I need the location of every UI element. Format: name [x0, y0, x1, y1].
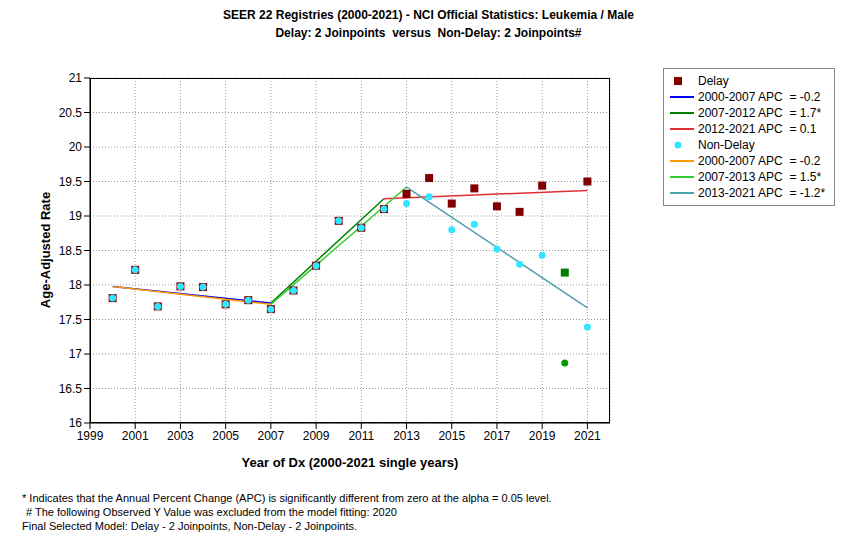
- svg-text:2017: 2017: [484, 429, 511, 443]
- html-text:Final Selected Model: Delay -: Final Selected Model: Delay - 2 Joinpoin…: [22, 520, 358, 532]
- html-text:Age-Adjusted Rate: Age-Adjusted Rate: [37, 191, 53, 309]
- html-text:# The following Observed Y Val: # The following Observed Y Value was exc…: [26, 506, 397, 518]
- svg-text:1999: 1999: [77, 429, 104, 443]
- svg-text:2005: 2005: [212, 429, 239, 443]
- html-text:2012-2021 APC = 0.1: 2012-2021 APC = 0.1: [698, 122, 817, 136]
- html-text:2013-2021 APC = -1.2*: 2013-2021 APC = -1.2*: [698, 186, 826, 200]
- svg-text:16.5: 16.5: [59, 382, 83, 396]
- html-text:* Indicates that the Annual Pe: * Indicates that the Annual Percent Chan…: [22, 492, 552, 504]
- svg-text:2013: 2013: [393, 429, 420, 443]
- svg-text:2021: 2021: [574, 429, 601, 443]
- html-text:Delay: Delay: [698, 74, 729, 88]
- html-text:2000-2007 APC = -0.2: 2000-2007 APC = -0.2: [698, 90, 821, 104]
- svg-text:20: 20: [69, 140, 83, 154]
- html-text:Year of Dx (2000-2021 single y: Year of Dx (2000-2021 single years): [241, 455, 459, 470]
- svg-text:18.5: 18.5: [59, 244, 83, 258]
- html-text:2000-2007 APC = -0.2: 2000-2007 APC = -0.2: [698, 154, 821, 168]
- svg-text:18: 18: [69, 278, 83, 292]
- html-text:Non-Delay: Non-Delay: [698, 138, 755, 152]
- html-text:2007-2013 APC = 1.5*: 2007-2013 APC = 1.5*: [698, 170, 822, 184]
- html-text:2007-2012 APC = 1.7*: 2007-2012 APC = 1.7*: [698, 106, 822, 120]
- svg-text:19: 19: [69, 209, 83, 223]
- svg-text:2011: 2011: [348, 429, 374, 443]
- svg-text:2007: 2007: [258, 429, 285, 443]
- svg-text:17: 17: [69, 347, 83, 361]
- svg-text:16: 16: [69, 416, 83, 430]
- html-text:SEER 22 Registries (2000-2021): SEER 22 Registries (2000-2021) - NCI Off…: [223, 8, 634, 22]
- svg-text:2009: 2009: [303, 429, 330, 443]
- svg-text:21: 21: [69, 71, 83, 85]
- svg-text:2015: 2015: [438, 429, 465, 443]
- svg-text:2003: 2003: [167, 429, 194, 443]
- svg-text:2001: 2001: [122, 429, 149, 443]
- html-text:Delay: 2 Joinpoints versus Non: Delay: 2 Joinpoints versus Non-Delay: 2 …: [275, 26, 582, 40]
- svg-text:20.5: 20.5: [59, 106, 83, 120]
- svg-text:17.5: 17.5: [59, 313, 83, 327]
- svg-text:2019: 2019: [529, 429, 556, 443]
- svg-text:19.5: 19.5: [59, 175, 83, 189]
